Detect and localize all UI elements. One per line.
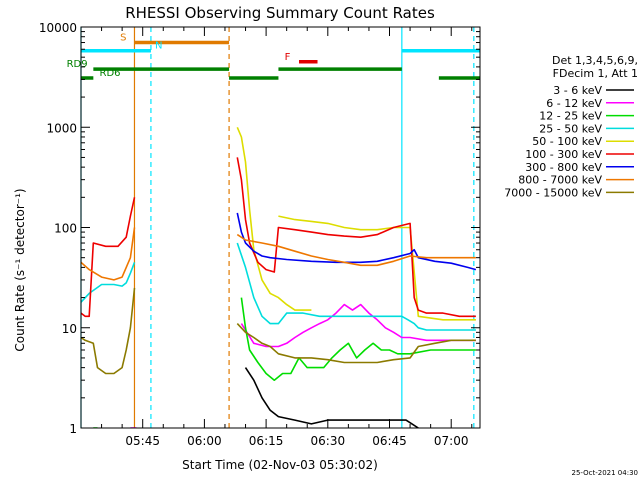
legend-label-0: 3 - 6 keV <box>553 84 602 97</box>
y-tick-label: 100 <box>54 222 77 236</box>
series-line-0 <box>244 367 419 428</box>
plot-area: S N F RD9 RD6 1 10 100 1000 10000 05:45 06:00 06:15 0… <box>39 21 481 448</box>
x-axis-label: Start Time (02-Nov-03 05:30:02) <box>182 458 378 472</box>
footer-date: 25-Oct-2021 04:30 <box>572 469 638 477</box>
legend-label-8: 7000 - 15000 keV <box>504 186 602 199</box>
chart-title: RHESSI Observing Summary Count Rates <box>125 4 435 22</box>
series-line-7 <box>236 233 476 267</box>
y-tick-label: 10 <box>62 322 77 336</box>
series-line-7 <box>81 227 136 281</box>
legend-header-line-2: FDecim 1, Att 1 <box>553 67 638 80</box>
series-line-6 <box>236 212 477 271</box>
series-line-5 <box>236 157 476 318</box>
flag-label-n: N <box>155 41 162 52</box>
x-tick-label: 07:00 <box>434 434 469 448</box>
series-line-2 <box>240 297 476 382</box>
series-line-1 <box>240 303 476 348</box>
series-line-3 <box>236 242 476 331</box>
flag-label-f: F <box>285 52 291 63</box>
legend-header-line-1: Det 1,3,4,5,6,9, <box>552 54 638 67</box>
series-line-4 <box>278 215 476 321</box>
flag-label-s: S <box>120 33 126 44</box>
x-tick-label: 06:15 <box>249 434 284 448</box>
legend-label-4: 50 - 100 keV <box>532 135 602 148</box>
flag-label-rd9: RD9 <box>67 59 88 70</box>
flag-label-rd6: RD6 <box>100 68 121 79</box>
x-tick-label: 05:45 <box>125 434 160 448</box>
x-tick-label: 06:30 <box>311 434 346 448</box>
legend-label-1: 6 - 12 keV <box>546 97 602 110</box>
x-tick-label: 06:45 <box>372 434 407 448</box>
series-line-8 <box>236 323 476 364</box>
series-line-8 <box>81 287 136 375</box>
series-group <box>81 126 477 428</box>
legend-label-5: 100 - 300 keV <box>525 148 602 161</box>
x-tick-label: 06:00 <box>187 434 222 448</box>
legend-label-3: 25 - 50 keV <box>539 122 602 135</box>
y-axis-label: Count Rate (s⁻¹ detector⁻¹) <box>13 188 27 351</box>
legend-label-7: 800 - 7000 keV <box>518 174 602 187</box>
y-tick-label: 1000 <box>46 121 77 135</box>
series-line-4 <box>236 126 312 311</box>
legend-label-2: 12 - 25 keV <box>539 110 602 123</box>
series-line-5 <box>81 197 136 318</box>
y-tick-label: 10000 <box>39 21 77 35</box>
legend-label-6: 300 - 800 keV <box>525 161 602 174</box>
y-tick-label: 1 <box>69 422 77 436</box>
